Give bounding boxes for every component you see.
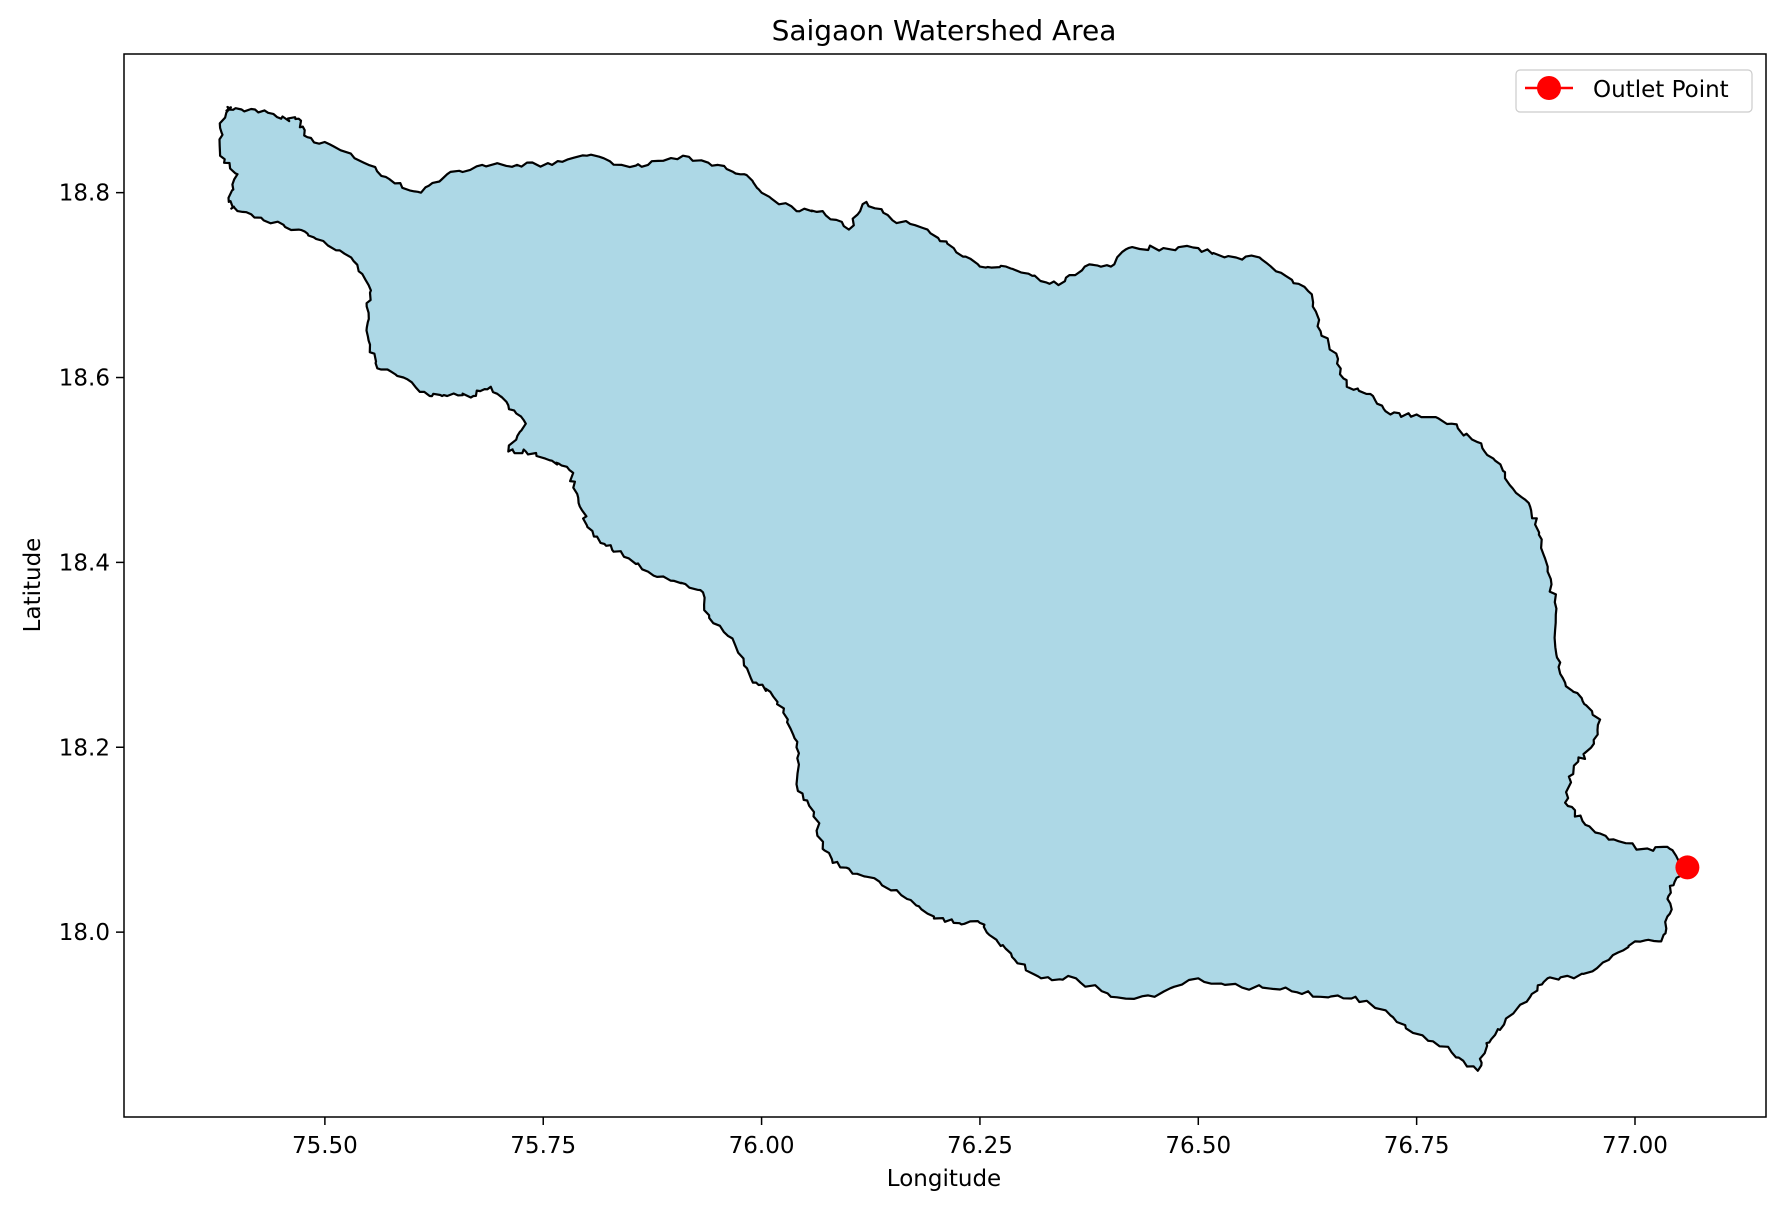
x-tick-label: 76.75: [1384, 1133, 1450, 1159]
y-axis-ticks: 18.0 18.2 18.4 18.6 18.8: [59, 181, 124, 946]
chart-title: Saigaon Watershed Area: [772, 14, 1117, 47]
legend: Outlet Point: [1515, 69, 1753, 113]
outlet-marker-group: [1675, 855, 1700, 880]
y-tick-label: 18.8: [59, 181, 110, 207]
x-axis-label: Longitude: [887, 1166, 1001, 1192]
x-tick-label: 76.50: [1165, 1133, 1231, 1159]
y-tick-label: 18.2: [59, 735, 110, 761]
x-tick-label: 77.00: [1602, 1133, 1668, 1159]
legend-label: Outlet Point: [1593, 77, 1729, 103]
x-tick-label: 75.75: [510, 1133, 576, 1159]
outlet-point-marker: [1675, 855, 1700, 880]
watershed-polygon: [218, 105, 1689, 1072]
y-tick-label: 18.0: [59, 920, 110, 946]
y-tick-label: 18.6: [59, 366, 110, 392]
x-tick-label: 76.25: [947, 1133, 1013, 1159]
x-axis-ticks: 75.50 75.75 76.00 76.25 76.50 76.75 77.00: [292, 1117, 1668, 1159]
legend-marker-swatch: [1537, 76, 1561, 100]
legend-box: [1515, 69, 1753, 113]
x-tick-label: 76.00: [729, 1133, 795, 1159]
axes-frame: [123, 53, 1767, 1118]
x-tick-label: 75.50: [292, 1133, 358, 1159]
plot-area: [123, 53, 1767, 1118]
y-tick-label: 18.4: [59, 550, 110, 576]
y-axis-label: Latitude: [20, 538, 46, 633]
